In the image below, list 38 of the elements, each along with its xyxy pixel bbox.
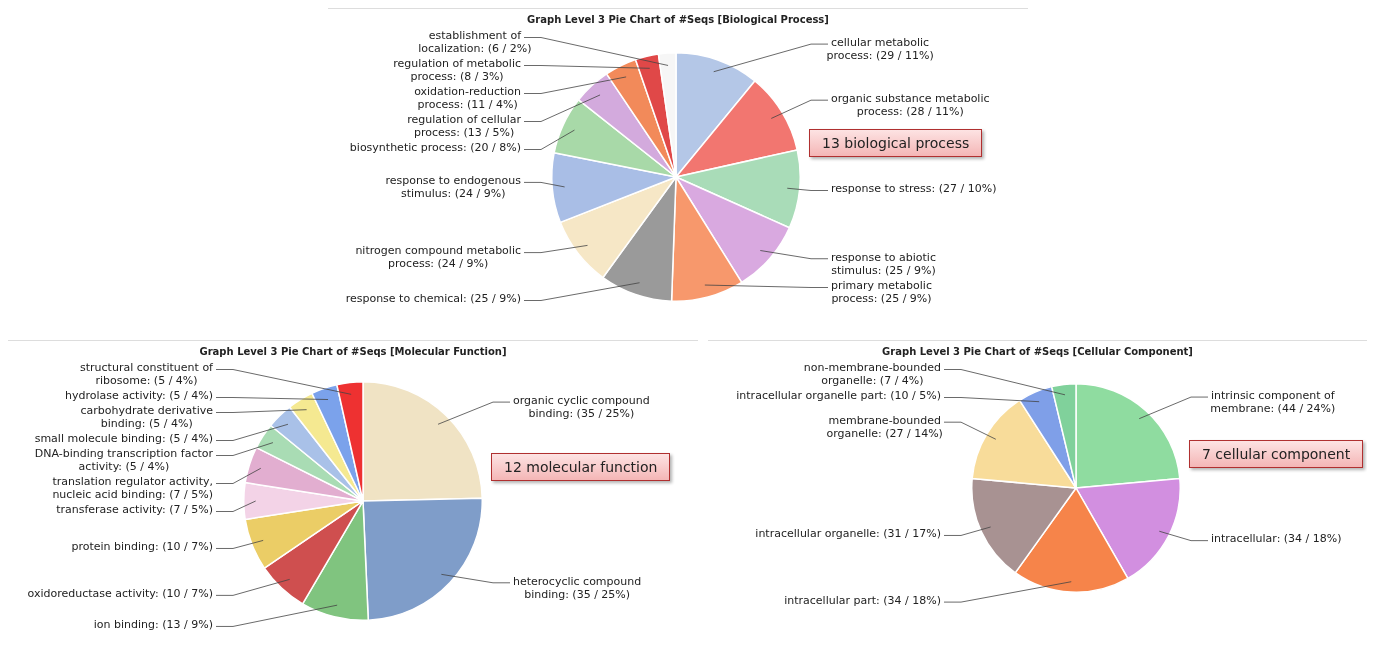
slice-label: ion binding: (13 / 9%) (93, 618, 213, 632)
slice-label: regulation of cellular process: (13 / 5%) (407, 113, 522, 140)
slice-label: nitrogen compound metabolic process: (24 / 9%) (355, 244, 521, 271)
chart-title: Graph Level 3 Pie Chart of #Seqs [Molecular Function] (199, 345, 507, 357)
slice-label: protein binding: (10 / 7%) (71, 540, 213, 554)
text: 13 biological process (809, 129, 983, 157)
slice-label: establishment of localization: (6 / 2%) (418, 29, 532, 56)
slice-label: intracellular organelle part: (10 / 5%) (736, 389, 941, 403)
slice-label: small molecule binding: (5 / 4%) (34, 432, 213, 446)
slice-label: transferase activity: (7 / 5%) (56, 503, 213, 517)
slice-label: membrane-bounded organelle: (27 / 14%) (826, 414, 943, 441)
text: 12 molecular function (491, 453, 671, 481)
slice-label: translation regulator activity, nucleic acid binding: (7 / 5%) (52, 475, 214, 502)
slice-label: biosynthetic process: (20 / 8%) (349, 141, 521, 155)
chart-title: Graph Level 3 Pie Chart of #Seqs [Cellular Component] (882, 345, 1193, 357)
slice-label: oxidation-reduction process: (11 / 4%) (414, 85, 522, 112)
slice-label: oxidoreductase activity: (10 / 7%) (27, 587, 213, 601)
slice-label: organic substance metabolic process: (28 / 11%) (831, 92, 990, 119)
slice-label: intracellular: (34 / 18%) (1211, 532, 1342, 546)
slice-label: regulation of metabolic process: (8 / 3%) (393, 57, 521, 84)
slice-label: response to abiotic stimulus: (25 / 9%) (831, 250, 936, 277)
slice-label: primary metabolic process: (25 / 9%) (831, 279, 932, 306)
slice-label: response to stress: (27 / 10%) (831, 182, 997, 196)
slice-label: heterocyclic compound binding: (35 / 25%) (513, 574, 642, 601)
slice-label: response to endogenous stimulus: (24 / 9%) (385, 174, 522, 201)
chart-title: Graph Level 3 Pie Chart of #Seqs [Biological Process] (527, 13, 829, 25)
slice-label: hydrolase activity: (5 / 4%) (65, 389, 213, 403)
slice-label: intrinsic component of membrane: (44 / 24%) (1210, 388, 1336, 415)
slice-label: DNA-binding transcription factor activity: (5 / 4%) (34, 447, 214, 474)
slice-label: structural constituent of ribosome: (5 / 4%) (80, 361, 215, 388)
text: 7 cellular component (1189, 440, 1364, 468)
slice-label: non-membrane-bounded organelle: (7 / 4%) (803, 361, 941, 388)
slice-label: intracellular part: (34 / 18%) (784, 593, 941, 607)
slice-label: organic cyclic compound binding: (35 / 25%) (513, 393, 650, 420)
slice-label: carbohydrate derivative binding: (5 / 4%) (80, 404, 214, 431)
slice-label: response to chemical: (25 / 9%) (345, 292, 521, 306)
slice-label: intracellular organelle: (31 / 17%) (755, 527, 941, 541)
slice-label: cellular metabolic process: (29 / 11%) (826, 35, 934, 62)
